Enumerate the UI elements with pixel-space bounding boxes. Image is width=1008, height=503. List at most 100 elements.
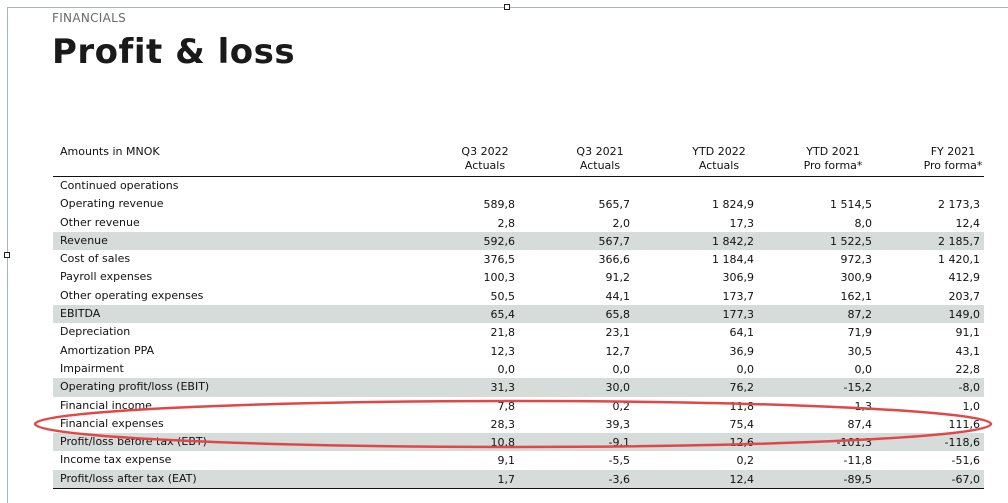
cell-value: 1 522,5 <box>830 234 872 248</box>
resize-handle-left[interactable] <box>4 252 10 258</box>
cell-value: 1 824,9 <box>712 198 754 212</box>
table-row: Operating revenue 589,8 565,7 1 824,9 1 514,… <box>53 195 984 213</box>
cell-value: 21,8 <box>490 326 516 340</box>
cell-value: 592,6 <box>483 234 516 248</box>
table-row: Cost of sales 376,5 366,6 1 184,4 972,3 1 420… <box>53 250 984 268</box>
cell-value: -118,6 <box>944 436 980 450</box>
row-label: Financial income <box>60 398 152 412</box>
cell-value: 376,5 <box>483 253 516 267</box>
table-header: Amounts in MNOK Q3 2022 Actuals Q3 2021 Ac… <box>53 142 984 177</box>
cell-value: 173,7 <box>722 289 755 303</box>
cell-value: -9,1 <box>608 436 630 450</box>
table-row: Operating profit/loss (EBIT) 31,3 30,0 76,2… <box>53 378 984 397</box>
cell-value: 162,1 <box>840 289 873 303</box>
cell-value: -3,6 <box>608 472 630 486</box>
cell-value: 0,0 <box>854 362 873 376</box>
cell-value: 91,2 <box>605 271 631 285</box>
cell-value: 306,9 <box>722 271 755 285</box>
header-q3-2022: Q3 2022 Actuals <box>461 145 509 172</box>
row-label: Amortization PPA <box>60 343 155 357</box>
cell-value: 91,1 <box>955 326 981 340</box>
profit-loss-table: Amounts in MNOK Q3 2022 Actuals Q3 2021 Ac… <box>53 142 984 490</box>
cell-value: 87,2 <box>847 308 873 322</box>
cell-value: 31,3 <box>490 381 516 395</box>
header-ytd-2021: YTD 2021 Pro forma* <box>803 145 863 172</box>
cell-value: 2 185,7 <box>938 234 980 248</box>
cell-value: 65,4 <box>490 308 516 322</box>
cell-value: 567,7 <box>598 234 631 248</box>
cell-value: 9,1 <box>497 454 516 468</box>
header-q3-2021: Q3 2021 Actuals <box>576 145 624 172</box>
cell-value: -51,6 <box>951 454 980 468</box>
cell-value: 589,8 <box>483 198 516 212</box>
cell-value: 366,6 <box>598 253 631 267</box>
row-label: Profit/loss before tax (EBT) <box>60 435 207 449</box>
row-label: Other revenue <box>60 215 140 229</box>
row-label: Operating revenue <box>60 197 164 211</box>
cell-value: -8,0 <box>958 381 980 395</box>
cell-value: 30,5 <box>847 344 873 358</box>
cell-value: 75,4 <box>729 417 755 431</box>
table-row: Profit/loss after tax (EAT) 1,7 -3,6 12,4 -8… <box>53 469 984 489</box>
row-label: Impairment <box>60 361 124 375</box>
table-row: Continued operations <box>53 177 984 195</box>
cell-value: 149,0 <box>948 308 981 322</box>
cell-value: 65,8 <box>605 308 631 322</box>
cell-value: 2 173,3 <box>938 198 980 212</box>
cell-value: 28,3 <box>490 417 516 431</box>
table-row: EBITDA 65,4 65,8 177,3 87,2 149,0 <box>53 305 984 324</box>
row-label: Cost of sales <box>60 252 131 266</box>
cell-value: 111,6 <box>948 417 981 431</box>
table-row: Depreciation 21,8 23,1 64,1 71,9 91,1 <box>53 323 984 341</box>
cell-value: 12,6 <box>729 436 755 450</box>
section-label: FINANCIALS <box>52 11 127 25</box>
row-label: EBITDA <box>60 307 101 321</box>
cell-value: 565,7 <box>598 198 631 212</box>
row-label: Revenue <box>60 233 108 247</box>
cell-value: -101,3 <box>836 436 872 450</box>
cell-value: 36,9 <box>729 344 755 358</box>
cell-value: 17,3 <box>729 216 755 230</box>
table-bottom-rule <box>53 488 984 490</box>
cell-value: 100,3 <box>483 271 516 285</box>
cell-value: 64,1 <box>729 326 755 340</box>
cell-value: 30,0 <box>605 381 631 395</box>
table-row: Other operating expenses 50,5 44,1 173,7 162… <box>53 287 984 305</box>
row-label: Income tax expense <box>60 453 172 467</box>
row-label: Payroll expenses <box>60 270 153 284</box>
table-row: Financial expenses 28,3 39,3 75,4 87,4 111,6 <box>53 415 984 433</box>
resize-handle-top[interactable] <box>504 4 510 10</box>
cell-value: 1,0 <box>962 399 981 413</box>
cell-value: 2,0 <box>612 216 631 230</box>
cell-value: 0,0 <box>497 362 516 376</box>
cell-value: 1,3 <box>854 399 873 413</box>
cell-value: 22,8 <box>955 362 981 376</box>
cell-value: 1 184,4 <box>712 253 754 267</box>
cell-value: -11,8 <box>843 454 872 468</box>
cell-value: 71,9 <box>847 326 873 340</box>
cell-value: 300,9 <box>840 271 873 285</box>
header-ytd-2022: YTD 2022 Actuals <box>692 145 746 172</box>
cell-value: -67,0 <box>951 472 980 486</box>
row-label: Depreciation <box>60 325 131 339</box>
cell-value: 203,7 <box>948 289 981 303</box>
page-title: Profit & loss <box>52 32 296 72</box>
cell-value: 10,8 <box>490 436 516 450</box>
cell-value: 0,2 <box>736 454 755 468</box>
header-fy-2021: FY 2021 Pro forma* <box>923 145 983 172</box>
cell-value: 0,0 <box>612 362 631 376</box>
header-amounts-label: Amounts in MNOK <box>60 145 160 158</box>
cell-value: 972,3 <box>840 253 873 267</box>
cell-value: 12,7 <box>605 344 631 358</box>
cell-value: 44,1 <box>605 289 631 303</box>
table-row: Profit/loss before tax (EBT) 10,8 -9,1 12,6… <box>53 433 984 452</box>
table-body: Continued operations Operating revenue 589… <box>53 177 984 489</box>
cell-value: 12,4 <box>955 216 981 230</box>
cell-value: 12,3 <box>490 344 516 358</box>
cell-value: 412,9 <box>948 271 981 285</box>
cell-value: 0,0 <box>736 362 755 376</box>
cell-value: 50,5 <box>490 289 516 303</box>
row-label: Operating profit/loss (EBIT) <box>60 380 210 394</box>
row-label: Profit/loss after tax (EAT) <box>60 471 197 485</box>
cell-value: 76,2 <box>729 381 755 395</box>
